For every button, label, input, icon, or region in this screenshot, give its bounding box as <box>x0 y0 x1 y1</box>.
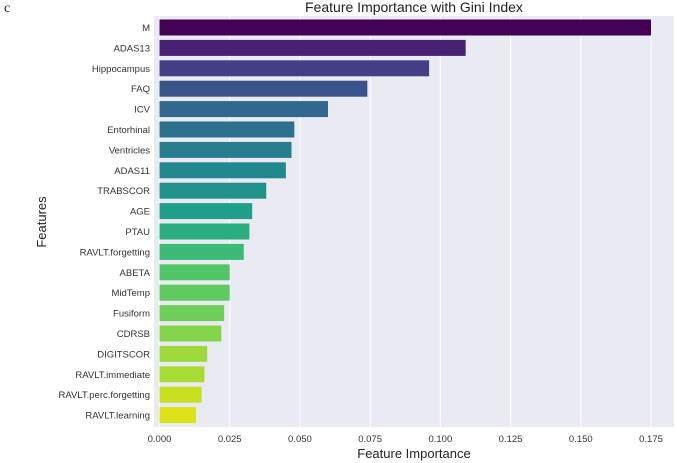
plot-background <box>154 16 674 427</box>
bar <box>159 325 222 342</box>
category-label: ABETA <box>120 268 151 279</box>
category-label: FAQ <box>131 84 150 95</box>
category-label: DIGITSCOR <box>97 349 150 360</box>
bar <box>159 101 329 118</box>
bar <box>159 243 244 260</box>
category-label: ICV <box>134 105 151 116</box>
bar <box>159 345 208 362</box>
bar <box>159 162 286 179</box>
category-label: ADAS11 <box>114 166 150 177</box>
category-label: MidTemp <box>111 288 150 299</box>
x-axis-title: Feature Importance <box>357 446 470 461</box>
x-tick-label: 0.100 <box>428 434 452 445</box>
category-label: TRABSCOR <box>97 186 150 197</box>
x-tick-label: 0.050 <box>288 434 312 445</box>
bar <box>159 182 267 199</box>
category-label: M <box>142 23 150 34</box>
x-tick-label: 0.025 <box>218 434 242 445</box>
bar <box>159 203 253 220</box>
x-tick-labels: 0.000 0.025 0.050 0.075 0.100 0.125 0.150 0.175 <box>148 434 663 445</box>
bar <box>159 121 295 138</box>
bar <box>159 264 230 281</box>
category-label: Entorhinal <box>107 125 150 136</box>
x-tick-label: 0.000 <box>148 434 172 445</box>
x-tick-label: 0.175 <box>639 434 663 445</box>
x-tick-label: 0.075 <box>358 434 382 445</box>
category-label: ADAS13 <box>114 43 150 54</box>
bar <box>159 39 466 56</box>
x-tick-label: 0.125 <box>499 434 523 445</box>
bar <box>159 284 230 301</box>
chart-title: Feature Importance with Gini Index <box>305 0 523 15</box>
category-label: RAVLT.learning <box>85 411 150 422</box>
bar <box>159 19 651 36</box>
category-label: PTAU <box>125 227 150 238</box>
bar <box>159 80 368 97</box>
category-label: Fusiform <box>113 309 150 320</box>
panel-label: c <box>4 1 10 16</box>
y-axis-title: Features <box>34 196 49 248</box>
category-label: RAVLT.immediate <box>75 370 150 381</box>
bar <box>159 366 205 383</box>
x-tick-label: 0.150 <box>569 434 593 445</box>
bar <box>159 141 292 158</box>
category-label: AGE <box>130 207 150 218</box>
category-label: CDRSB <box>117 329 150 340</box>
category-labels: M ADAS13 Hippocampus FAQ ICV Entorhinal Ventri… <box>58 23 150 422</box>
bar <box>159 407 197 424</box>
category-label: Hippocampus <box>92 64 150 75</box>
bar <box>159 386 202 403</box>
category-label: RAVLT.perc.forgetting <box>58 390 150 401</box>
bar <box>159 305 225 322</box>
category-label: Ventricles <box>109 145 150 156</box>
bar <box>159 223 250 240</box>
bars <box>159 19 651 424</box>
category-label: RAVLT.forgetting <box>80 247 150 258</box>
bar <box>159 60 430 77</box>
